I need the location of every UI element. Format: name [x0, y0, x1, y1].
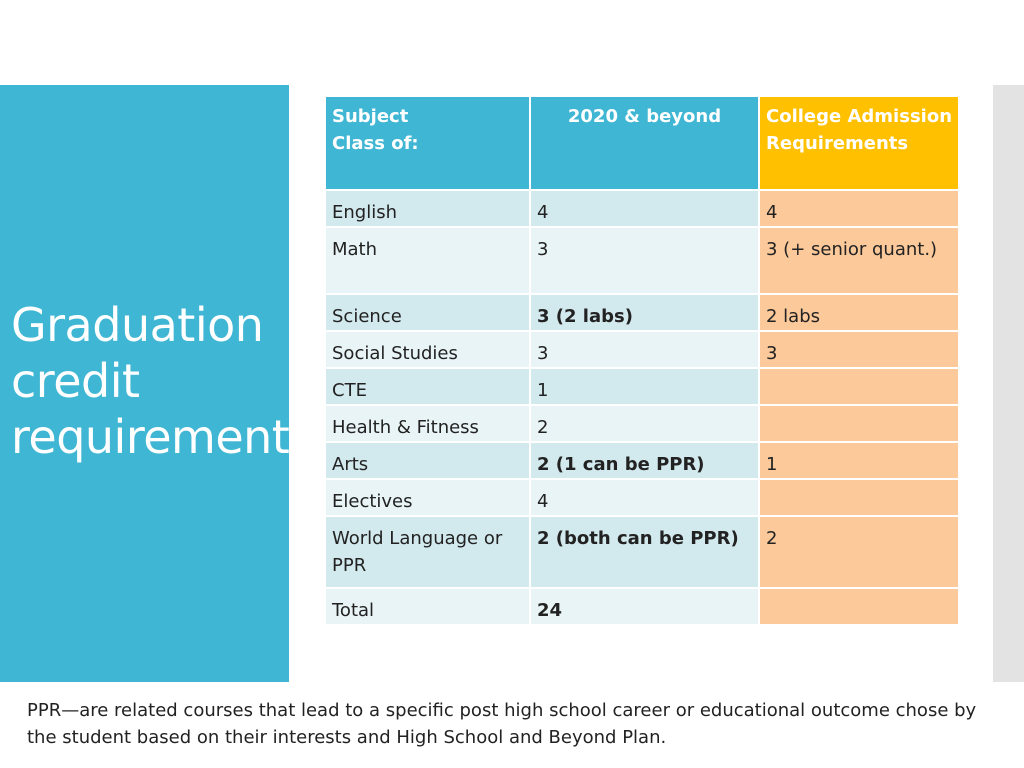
row-college: 1 [758, 441, 960, 480]
row-college [758, 404, 960, 443]
row-college: 2 [758, 515, 960, 589]
header-year: 2020 & beyond [529, 95, 760, 191]
row-credits: 4 [529, 189, 760, 228]
row-subject: World Language or PPR [324, 515, 531, 589]
slide-title: Graduation credit requirements [11, 298, 313, 464]
table-row: Total 24 [324, 587, 960, 626]
row-subject: Arts [324, 441, 531, 480]
row-subject: Math [324, 226, 531, 295]
row-subject: Social Studies [324, 330, 531, 369]
table-header-row: Subject Class of: 2020 & beyond College … [324, 95, 960, 191]
table-row: Science 3 (2 labs) 2 labs [324, 293, 960, 332]
row-subject: English [324, 189, 531, 228]
row-credits: 1 [529, 367, 760, 406]
row-college: 2 labs [758, 293, 960, 332]
row-credits: 3 [529, 226, 760, 295]
row-college [758, 478, 960, 517]
table-row: CTE 1 [324, 367, 960, 406]
table-row: World Language or PPR 2 (both can be PPR… [324, 515, 960, 589]
row-subject: Science [324, 293, 531, 332]
row-credits: 4 [529, 478, 760, 517]
row-college [758, 587, 960, 626]
row-college: 3 (+ senior quant.) [758, 226, 960, 295]
row-credits: 24 [529, 587, 760, 626]
table-row: Social Studies 3 3 [324, 330, 960, 369]
header-college-admission: College Admission Requirements [758, 95, 960, 191]
row-subject: CTE [324, 367, 531, 406]
title-panel [0, 85, 289, 682]
header-subject: Subject Class of: [324, 95, 531, 191]
row-credits: 2 (1 can be PPR) [529, 441, 760, 480]
row-credits: 3 [529, 330, 760, 369]
row-subject: Electives [324, 478, 531, 517]
table-row: Math 3 3 (+ senior quant.) [324, 226, 960, 295]
row-subject: Total [324, 587, 531, 626]
credit-requirements-table: Subject Class of: 2020 & beyond College … [324, 95, 960, 626]
right-decorative-bar [993, 85, 1024, 682]
table-row: Health & Fitness 2 [324, 404, 960, 443]
row-college: 4 [758, 189, 960, 228]
row-college [758, 367, 960, 406]
row-credits: 3 (2 labs) [529, 293, 760, 332]
row-credits: 2 (both can be PPR) [529, 515, 760, 589]
row-college: 3 [758, 330, 960, 369]
table-row: Arts 2 (1 can be PPR) 1 [324, 441, 960, 480]
row-subject: Health & Fitness [324, 404, 531, 443]
ppr-footnote: PPR—are related courses that lead to a s… [27, 700, 977, 748]
table-row: Electives 4 [324, 478, 960, 517]
table-row: English 4 4 [324, 189, 960, 228]
row-credits: 2 [529, 404, 760, 443]
